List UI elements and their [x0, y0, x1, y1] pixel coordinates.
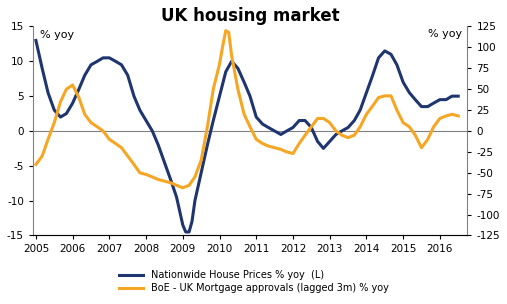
- Title: UK housing market: UK housing market: [161, 7, 340, 25]
- Text: % yoy: % yoy: [428, 29, 462, 39]
- Legend: Nationwide House Prices % yoy  (L), BoE - UK Mortgage approvals (lagged 3m) % yo: Nationwide House Prices % yoy (L), BoE -…: [116, 267, 391, 296]
- Text: % yoy: % yoy: [40, 30, 74, 40]
